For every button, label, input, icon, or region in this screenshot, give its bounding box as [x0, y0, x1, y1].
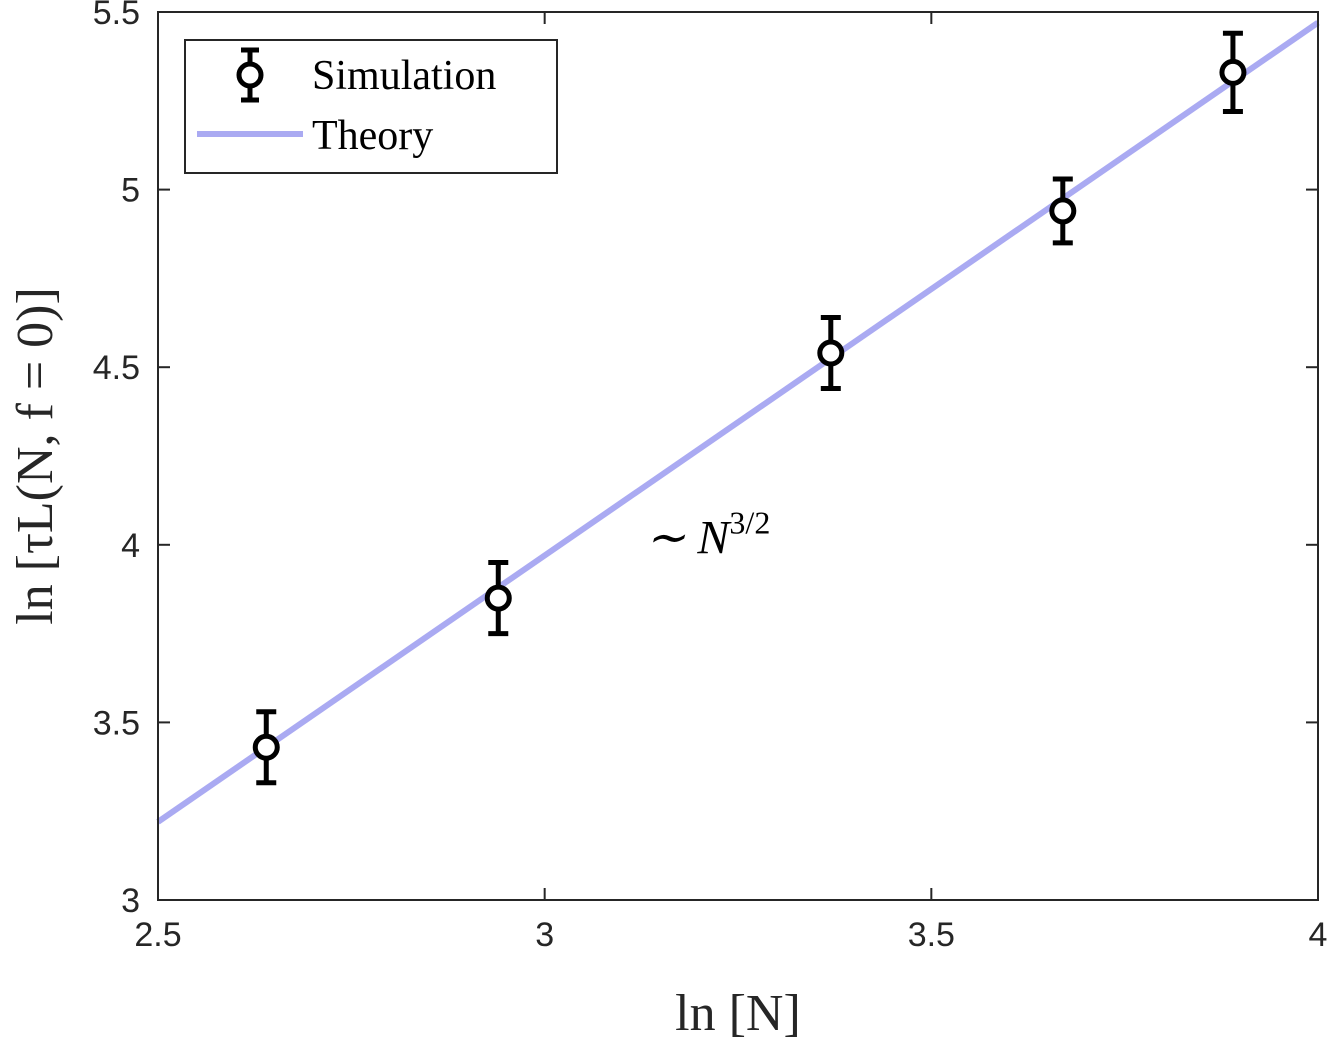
- x-tick-label: 3: [535, 916, 554, 954]
- data-marker: [252, 733, 280, 761]
- y-axis-label: ln [τL(N, f = 0)]: [7, 287, 64, 625]
- data-marker: [1049, 197, 1077, 225]
- y-tick-label: 5.5: [93, 0, 140, 32]
- simulation-point: [817, 314, 845, 392]
- x-tick-label: 4: [1309, 916, 1327, 954]
- legend: Simulation Theory: [184, 39, 558, 174]
- simulation-point: [1219, 30, 1247, 114]
- y-tick-label: 3: [121, 882, 140, 920]
- data-marker: [1219, 58, 1247, 86]
- theory-line: [156, 20, 1320, 825]
- annotation: ∼ N3/2: [645, 505, 770, 565]
- x-ticks: 2.5 3 3.5 4: [134, 12, 1327, 954]
- simulation-series: [252, 30, 1247, 786]
- data-marker: [817, 339, 845, 367]
- simulation-point: [1049, 176, 1077, 246]
- annotation-text: ∼ N: [645, 512, 732, 565]
- y-tick-label: 3.5: [93, 704, 140, 742]
- y-tick-label: 5: [121, 172, 140, 210]
- y-tick-label: 4: [121, 527, 140, 565]
- data-marker: [484, 584, 512, 612]
- simulation-point: [484, 560, 512, 637]
- legend-theory-label: Theory: [312, 113, 433, 159]
- y-tick-label: 4.5: [93, 349, 140, 387]
- x-tick-label: 3.5: [908, 916, 955, 954]
- plot-frame: [157, 11, 1319, 901]
- legend-simulation-marker: [236, 47, 264, 103]
- legend-simulation-label: Simulation: [312, 53, 496, 99]
- theory-series: [156, 20, 1320, 825]
- x-axis-label: ln [N]: [675, 985, 801, 1042]
- annotation-superscript: 3/2: [729, 505, 770, 541]
- simulation-point: [252, 709, 280, 786]
- y-ticks: 3 3.5 4 4.5 5 5.5: [93, 0, 1318, 920]
- x-tick-label: 2.5: [134, 916, 181, 954]
